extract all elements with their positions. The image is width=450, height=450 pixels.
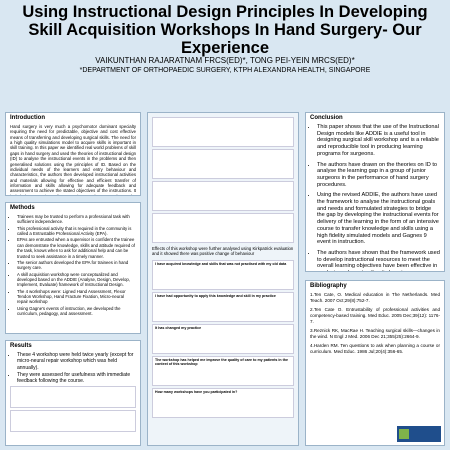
intro-text: Hand surgery is very much a psychomotor … [10, 124, 136, 195]
bullet: They were assessed for usefulness with i… [17, 372, 136, 385]
bullet: EPAs are entrusted when a supervisor is … [17, 237, 136, 258]
reference: 2.Ten Cate O. Entrustability of professi… [310, 306, 440, 324]
heading: Bibliography [310, 283, 347, 289]
evaluation-text: Effects of this workshop were further an… [152, 246, 294, 257]
bullet: Using the revised ADDIE, the authors hav… [317, 192, 440, 246]
chart-image [152, 181, 294, 211]
bibliography-list: 1.Ten Cate, O. Medical education in The … [310, 292, 440, 355]
chart-panel: How many workshops have you participated… [152, 387, 294, 418]
affiliation: *DEPARTMENT OF ORTHOPAEDIC SURGERY, KTPH… [79, 67, 371, 74]
chart-title: It has changed my practice [155, 325, 202, 330]
reference: 3.Reznick RK, MacRae H. Teaching surgica… [310, 327, 440, 339]
chart-image [10, 386, 136, 409]
heading: Conclusion [310, 115, 343, 121]
results-list: These 4 workshop were held twice yearly … [10, 352, 136, 384]
chart-title: I have acquired knowledge and skills tha… [155, 261, 287, 266]
evaluation-column: Effects of this workshop were further an… [147, 112, 299, 446]
reference: 1.Ten Cate, O. Medical education in The … [310, 292, 440, 303]
heading: Introduction [10, 115, 45, 121]
heading: Methods [10, 205, 35, 211]
bullet: The senior authors developed the EPA for… [17, 260, 136, 271]
chart-image [10, 410, 136, 433]
chart-image [152, 213, 294, 243]
conclusion-box: Conclusion This paper shows that the use… [305, 112, 445, 272]
results-box: Results These 4 workshop were held twice… [5, 340, 141, 446]
chart-panel: I have acquired knowledge and skills tha… [152, 259, 294, 290]
bullet: A skill acquisition workshop were concep… [17, 272, 136, 288]
bullet: This professional activity that is requi… [17, 226, 136, 237]
chart-list: I have acquired knowledge and skills tha… [152, 259, 294, 418]
bullet: These 4 workshop were held twice yearly … [17, 352, 136, 371]
chart-image [152, 117, 294, 147]
bullet: Trainees may be trusted to perform a pro… [17, 214, 136, 225]
bullet: The authors have drawn on the theories o… [317, 162, 440, 189]
bullet: The authors have shown that the framewor… [317, 250, 440, 271]
chart-panel: I have had opportunity to apply this kno… [152, 291, 294, 322]
logo [397, 426, 441, 442]
authors: VAIKUNTHAN RAJARATNAM FRCS(ED)*, TONG PE… [95, 56, 355, 65]
introduction-box: Introduction Hand surgery is very much a… [5, 112, 141, 196]
methods-box: Methods Trainees may be trusted to perfo… [5, 202, 141, 334]
conclusion-list: This paper shows that the use of the Ins… [310, 124, 440, 271]
chart-panel: The workshop has helped me improve the q… [152, 355, 294, 386]
bullet: Using Gagne's events of instruction, we … [17, 306, 136, 317]
chart-title: The workshop has helped me improve the q… [155, 357, 288, 366]
bullet: This paper shows that the use of the Ins… [317, 124, 440, 158]
chart-panel: It has changed my practice [152, 323, 294, 354]
chart-title: I have had opportunity to apply this kno… [155, 293, 276, 298]
bibliography-box: Bibliography 1.Ten Cate, O. Medical educ… [305, 280, 445, 446]
reference: 4.Harden RM. Ten questions to ask when p… [310, 342, 440, 354]
title: Using Instructional Design Principles In… [22, 3, 428, 57]
chart-image [152, 149, 294, 179]
heading: Results [10, 343, 32, 349]
methods-list: Trainees may be trusted to perform a pro… [10, 214, 136, 316]
bullet: The 4 workshops were: Ligned Hand Assess… [17, 289, 136, 305]
chart-title: How many workshops have you participated… [155, 389, 238, 394]
